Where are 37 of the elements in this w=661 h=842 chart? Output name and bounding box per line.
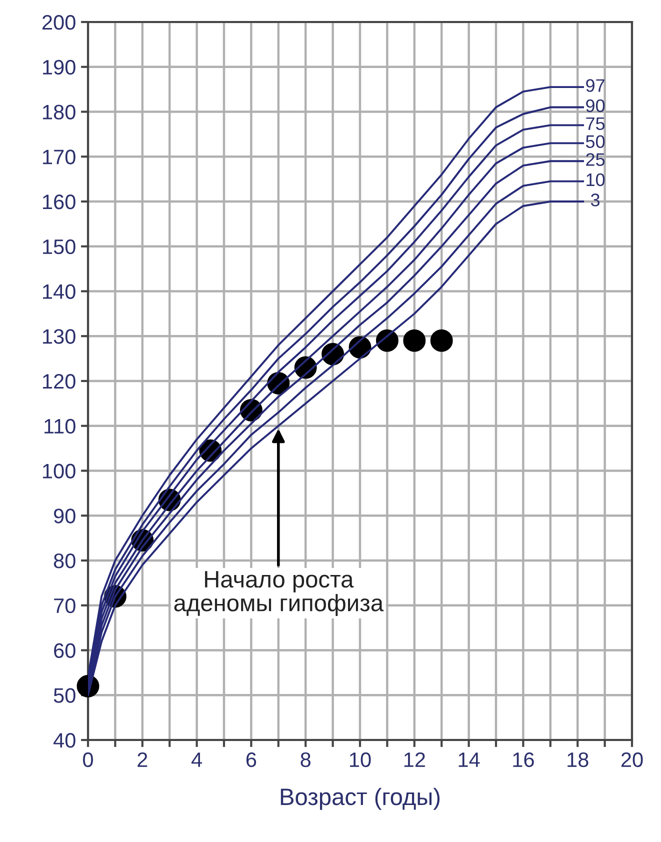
series-label: 25 xyxy=(586,153,605,166)
x-tick-label: 4 xyxy=(191,752,202,767)
series-label: 90 xyxy=(586,99,605,112)
y-tick-label: 150 xyxy=(43,239,76,254)
y-tick-label: 140 xyxy=(43,284,76,300)
y-tick-label: 190 xyxy=(43,60,76,75)
x-tick-label: 16 xyxy=(513,752,534,768)
y-tick-label: 70 xyxy=(54,598,76,614)
x-tick-label: 10 xyxy=(350,752,371,768)
x-axis-title: Возраст (годы) xyxy=(280,788,440,810)
y-tick-label: 90 xyxy=(54,508,76,524)
x-tick-label: 8 xyxy=(300,752,310,768)
annotation: Начало роста аденомы гипофиза xyxy=(174,571,384,616)
x-tick-label: 18 xyxy=(568,752,588,768)
y-tick-label: 80 xyxy=(54,554,76,568)
y-tick-label: 170 xyxy=(43,150,76,164)
y-tick-label: 200 xyxy=(42,15,76,30)
y-tick-label: 40 xyxy=(54,733,76,748)
x-tick-label: 14 xyxy=(458,752,480,767)
y-tick-label: 120 xyxy=(43,374,76,389)
y-tick-label: 100 xyxy=(43,464,76,479)
y-tick-label: 160 xyxy=(43,194,76,210)
y-tick-label: 180 xyxy=(43,104,76,120)
series-label: 75 xyxy=(586,117,605,130)
y-tick-label: 60 xyxy=(54,643,76,658)
series-label: 50 xyxy=(586,135,605,148)
y-tick-label: 50 xyxy=(54,688,76,703)
x-tick-label: 12 xyxy=(404,752,425,767)
series-label: 97 xyxy=(586,79,604,92)
x-tick-label: 6 xyxy=(246,752,256,768)
x-tick-label: 2 xyxy=(138,752,148,767)
x-tick-label: 20 xyxy=(621,752,643,768)
y-tick-label: 110 xyxy=(44,418,76,434)
series-label: 10 xyxy=(586,173,605,186)
series-label: 3 xyxy=(590,194,600,206)
y-tick-label: 130 xyxy=(43,329,76,344)
x-tick-label: 0 xyxy=(83,752,93,768)
